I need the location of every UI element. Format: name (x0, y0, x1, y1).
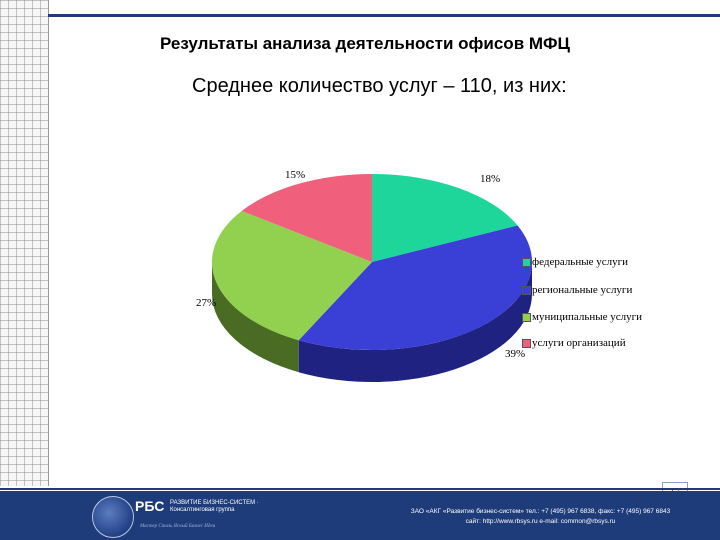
pie-slice-organizations (241, 174, 372, 262)
data-label-organizations: 15% (285, 169, 306, 181)
footer-contact: ЗАО «АКГ «Развитие бизнес-систем» тел.: … (368, 507, 713, 527)
data-label-regional: 39% (505, 348, 526, 360)
legend-swatch-regional (522, 286, 531, 295)
data-label-municipal: 27% (196, 297, 217, 309)
top-accent-bar (48, 14, 720, 17)
legend-label-regional: региональные услуги (532, 284, 633, 296)
contact-line-1: ЗАО «АКГ «Развитие бизнес-систем» тел.: … (410, 508, 671, 515)
legend-swatch-municipal (522, 313, 531, 322)
globe-logo-icon (92, 496, 134, 538)
pie-slice-regional (298, 225, 533, 351)
logo-subtitle: РАЗВИТИЕ БИЗНЕС-СИСТЕМ · Консалтинговая … (170, 500, 259, 513)
footer-divider (0, 488, 720, 490)
contact-line-2: сайт: http://www.rbsys.ru e-mail: common… (465, 518, 616, 525)
pie-slice-federal (372, 174, 518, 262)
logo-text: РБС (135, 498, 165, 514)
decorative-grid-strip (0, 0, 49, 486)
legend-label-municipal: муниципальные услуги (532, 311, 643, 323)
legend-label-organizations: услуги организаций (532, 337, 626, 349)
legend-swatch-federal (522, 258, 531, 267)
legend-label-federal: федеральные услуги (532, 256, 629, 268)
logo-motto: Мастер Стиль Ясный Бизнес Идеи (140, 524, 216, 529)
legend-swatch-organizations (522, 339, 531, 348)
slide-subtitle: Среднее количество услуг – 110, из них: (192, 75, 567, 97)
pie-side-municipal (212, 262, 299, 373)
data-label-federal: 18% (480, 173, 501, 185)
pie-side-regional (298, 262, 532, 382)
slide-title: Результаты анализа деятельности офисов М… (160, 34, 570, 53)
pie-slice-municipal (211, 210, 372, 341)
